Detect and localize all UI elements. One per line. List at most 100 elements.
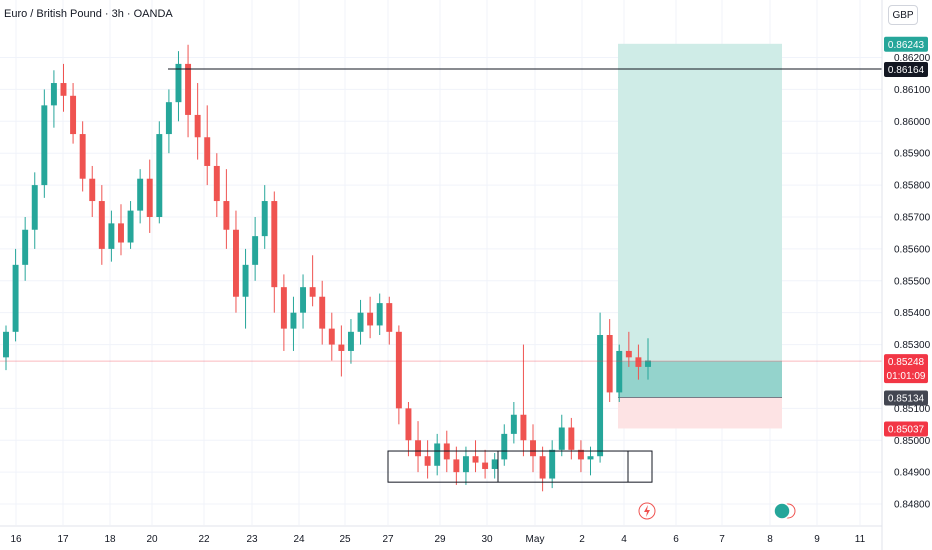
time-tick-label: 20 [146,534,158,545]
candle-body [491,459,498,469]
flash-icon [638,502,656,520]
candle-body [3,331,9,358]
price-tick-label: 0.86200 [894,53,931,64]
candle-body [309,287,316,297]
candle-body [376,303,383,326]
candle-body [367,312,374,326]
candle-body [597,335,604,457]
candle-body [118,223,124,243]
candle-body [347,331,354,351]
price-tick-label: 0.85800 [894,181,931,192]
time-tick-label: 11 [855,534,866,545]
currency-button[interactable]: GBP [888,5,918,25]
candle-body [146,178,153,217]
candle-body [558,427,565,450]
candle-body [261,201,268,237]
candle-body [424,456,431,466]
candle-body [50,83,57,106]
candle-body [510,414,517,434]
time-tick-label: 6 [673,534,679,545]
price-tick-label: 0.86100 [894,85,931,96]
candle-body [338,344,345,351]
price-tick-label: 0.85500 [894,276,931,287]
candle-body [280,287,287,329]
candle-body [31,185,38,230]
candle-body [625,350,632,358]
price-tick-label: 0.85100 [894,404,931,415]
price-tick-label: 0.85000 [894,436,931,447]
price-axis[interactable]: 0.84800 0.84900 0.85000 0.85100 0.85300 0.854… [881,0,931,550]
candle-body [539,456,546,479]
candle-body [41,105,48,186]
candle-body [60,83,67,96]
candle-body [300,287,307,313]
profit-zone [618,43,782,398]
candle-body [89,178,96,202]
candle-body [156,134,163,217]
candle-body [79,134,86,179]
candle-body [357,312,364,332]
price-tick-label: 0.85300 [894,340,931,351]
candle-body [577,449,584,460]
time-tick-label: 7 [719,534,725,545]
candle-body [70,95,77,135]
time-axis[interactable]: 16 17 18 20 22 23 24 25 27 29 30 May 2 4 6 7 8 9 11 [0,525,882,545]
time-tick-label: 18 [104,534,116,545]
candle-body [185,63,192,115]
stop-price-tag-bg [884,421,928,437]
loss-zone [618,397,782,429]
candle-body [319,296,326,329]
time-tick-label: 16 [10,534,22,545]
candle-body [108,223,115,249]
target-price-tag-bg [884,36,928,52]
candle-body [453,459,460,473]
candle-body [328,328,335,345]
candle-body [501,433,508,460]
candles [3,44,651,492]
time-tick-label: 25 [339,534,351,545]
candle-body [635,357,642,367]
candle-body [98,201,105,249]
candle-body [12,264,19,332]
price-tick-label: 0.85900 [894,149,931,160]
candle-body [482,462,489,469]
candle-body [520,414,527,441]
candle-body [587,456,594,460]
candle-body [204,137,211,166]
candle-body [645,360,651,367]
candle-body [271,201,278,288]
candle-body [606,335,613,393]
candle-body [386,303,393,332]
price-tags: 0.862430.861640.8524801:01:090.851340.85… [884,36,928,437]
time-tick-label: 23 [246,534,258,545]
price-tick-label: 0.84800 [894,500,931,511]
time-tick-label: 4 [621,534,627,545]
candle-body [616,350,623,393]
candle-body [415,440,422,457]
candle-body [127,210,134,243]
candle-body [395,331,402,409]
time-tick-label: May [526,534,545,545]
candle-body [530,440,536,457]
earnings-icon [773,502,796,520]
level-price-tag-bg [884,61,928,77]
overlays [0,68,882,483]
candle-body [223,201,230,230]
time-tick-label: 17 [57,534,69,545]
entry-price-tag-text: 0.85134 [888,394,925,405]
candle-body [213,165,220,202]
time-tick-label: 9 [814,534,820,545]
entry-price-tag-bg [884,390,928,406]
current-price-tag-bg [884,354,928,384]
price-tick-label: 0.86000 [894,117,931,128]
candle-body [434,443,441,466]
price-tick-label: 0.85600 [894,244,931,255]
time-tick-label: 22 [198,534,210,545]
candle-body [232,229,239,297]
price-tick-label: 0.85400 [894,308,931,319]
candle-body [472,456,479,463]
event-markers[interactable] [638,502,796,520]
chart-title: Euro / British Pound · 3h · OANDA [4,8,173,20]
price-tick-label: 0.84900 [894,468,931,479]
